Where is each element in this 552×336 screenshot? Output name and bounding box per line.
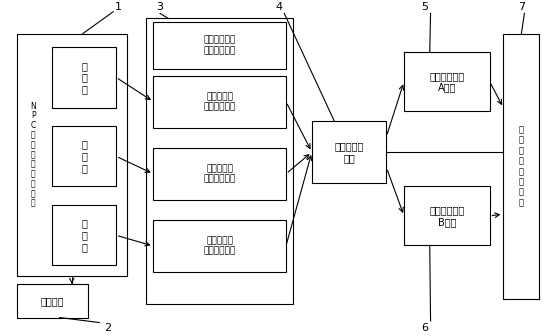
Bar <box>404 52 490 111</box>
Text: 中
桥
臂: 中 桥 臂 <box>81 140 87 173</box>
Text: 下桥臂故障
特征提取模块: 下桥臂故障 特征提取模块 <box>204 237 236 256</box>
Text: 中桥臂故障
特征提取模块: 中桥臂故障 特征提取模块 <box>204 164 236 183</box>
Text: 主神经网络
模块: 主神经网络 模块 <box>335 141 364 163</box>
Bar <box>146 18 293 304</box>
Bar <box>17 284 88 318</box>
Text: 上桥臂故障
特征提取模块: 上桥臂故障 特征提取模块 <box>204 92 236 111</box>
Text: 辅助神经网络
B模块: 辅助神经网络 B模块 <box>429 205 464 227</box>
Bar <box>153 220 286 272</box>
Text: 4: 4 <box>275 2 282 12</box>
Text: 故
障
确
定
显
示
模
块: 故 障 确 定 显 示 模 块 <box>519 125 524 207</box>
Text: 7: 7 <box>518 2 525 12</box>
Bar <box>153 22 286 69</box>
Text: 3: 3 <box>157 2 163 12</box>
Bar <box>404 186 490 245</box>
Text: 1: 1 <box>115 2 122 12</box>
Text: 三相负载: 三相负载 <box>41 296 64 306</box>
Bar <box>312 121 386 183</box>
Text: 下
桥
臂: 下 桥 臂 <box>81 219 87 252</box>
Text: N
P
C
三
电
平
逆
变
器
电
路: N P C 三 电 平 逆 变 器 电 路 <box>30 101 36 208</box>
Text: 上
桥
臂: 上 桥 臂 <box>81 61 87 94</box>
Text: 辅助神经网络
A模块: 辅助神经网络 A模块 <box>429 71 464 92</box>
Bar <box>52 205 116 265</box>
Bar <box>153 148 286 200</box>
Text: 5: 5 <box>422 2 428 12</box>
Text: 2: 2 <box>104 323 111 333</box>
Text: 桥管电压故障
特征提取模块: 桥管电压故障 特征提取模块 <box>204 36 236 55</box>
Bar <box>17 34 127 276</box>
Bar <box>52 47 116 108</box>
Text: 6: 6 <box>422 323 428 333</box>
Bar <box>503 34 539 299</box>
Bar <box>153 76 286 128</box>
Bar <box>52 126 116 186</box>
